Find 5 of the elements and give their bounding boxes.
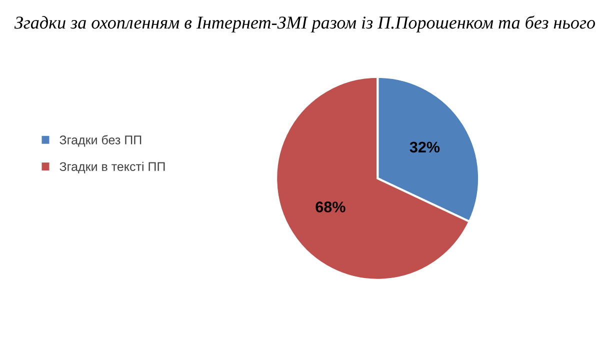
chart-title: Згадки за охопленням в Інтернет-ЗМІ разом із П.Порошенком та без нього: [14, 16, 596, 32]
data-label: 68%: [316, 202, 346, 212]
legend-label: Згадки в тексті ПП: [60, 162, 165, 174]
data-label: 32%: [410, 142, 440, 153]
legend-label: Згадки без ПП: [60, 135, 142, 147]
